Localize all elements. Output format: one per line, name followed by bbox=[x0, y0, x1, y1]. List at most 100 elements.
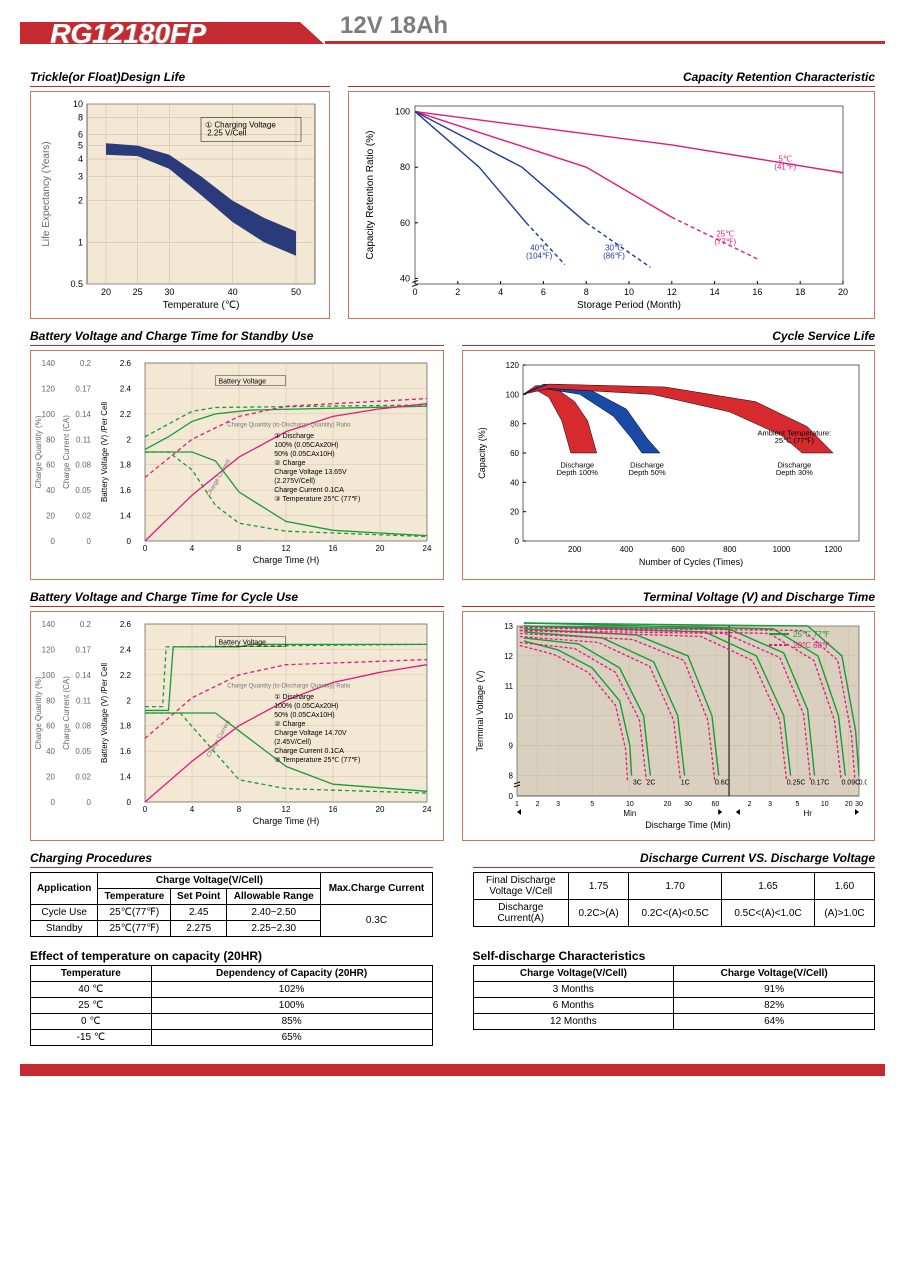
svg-text:1.8: 1.8 bbox=[120, 722, 132, 731]
svg-text:Storage Period (Month): Storage Period (Month) bbox=[577, 300, 681, 311]
svg-text:Battery Voltage (V) /Per Cell: Battery Voltage (V) /Per Cell bbox=[100, 402, 109, 502]
svg-text:2C: 2C bbox=[646, 780, 655, 787]
svg-text:0: 0 bbox=[514, 537, 519, 546]
svg-text:8: 8 bbox=[237, 805, 242, 814]
svg-text:0.14: 0.14 bbox=[75, 671, 91, 680]
td: 1.70 bbox=[629, 873, 722, 900]
svg-text:50: 50 bbox=[291, 287, 301, 297]
svg-text:40: 40 bbox=[46, 747, 55, 756]
svg-text:140: 140 bbox=[42, 359, 56, 368]
svg-text:Charge Voltage 14.70V: Charge Voltage 14.70V bbox=[274, 730, 347, 737]
svg-text:Capacity Retention Ratio (%): Capacity Retention Ratio (%) bbox=[365, 131, 376, 260]
svg-text:1.6: 1.6 bbox=[120, 486, 132, 495]
cycle-life-chart: 20040060080010001200020406080100120Disch… bbox=[462, 350, 876, 580]
svg-text:0.05: 0.05 bbox=[75, 747, 91, 756]
svg-text:8: 8 bbox=[584, 287, 589, 297]
td: 25 ℃ bbox=[31, 998, 152, 1014]
svg-text:5: 5 bbox=[590, 801, 594, 808]
svg-text:① Discharge: ① Discharge bbox=[274, 693, 314, 701]
td: 2.25~2.30 bbox=[226, 921, 320, 937]
svg-text:1000: 1000 bbox=[772, 545, 790, 554]
svg-text:400: 400 bbox=[619, 545, 633, 554]
svg-text:Life Expectancy (Years): Life Expectancy (Years) bbox=[41, 141, 52, 246]
svg-text:20℃ 68℉: 20℃ 68℉ bbox=[793, 641, 830, 650]
svg-text:Charge Time (H): Charge Time (H) bbox=[253, 555, 320, 565]
svg-text:20: 20 bbox=[844, 801, 852, 808]
svg-text:Hr: Hr bbox=[803, 809, 812, 818]
th: Charge Voltage(V/Cell) bbox=[473, 966, 674, 982]
svg-text:4: 4 bbox=[190, 544, 195, 553]
svg-text:14: 14 bbox=[710, 287, 720, 297]
svg-text:25: 25 bbox=[133, 287, 143, 297]
svg-text:6: 6 bbox=[541, 287, 546, 297]
svg-text:60: 60 bbox=[46, 722, 55, 731]
td: (A)>1.0C bbox=[814, 900, 874, 927]
rating: 12V 18Ah bbox=[340, 12, 448, 40]
td-max: 0.3C bbox=[321, 905, 432, 937]
svg-text:12: 12 bbox=[504, 652, 513, 661]
svg-text:Charge Quantity (to-Discharge: Charge Quantity (to-Discharge Quantity) … bbox=[227, 684, 351, 690]
svg-text:1.4: 1.4 bbox=[120, 512, 132, 521]
svg-text:Charge Current 0.1CA: Charge Current 0.1CA bbox=[274, 487, 344, 494]
svg-text:30: 30 bbox=[855, 801, 863, 808]
th: Charge Voltage(V/Cell) bbox=[674, 966, 875, 982]
td: 100% bbox=[151, 998, 432, 1014]
svg-text:Charge Current (CA): Charge Current (CA) bbox=[62, 676, 71, 750]
td: 40 ℃ bbox=[31, 982, 152, 998]
svg-text:2.4: 2.4 bbox=[120, 645, 132, 654]
svg-text:Discharge Time (Min): Discharge Time (Min) bbox=[645, 820, 731, 830]
svg-text:0: 0 bbox=[51, 798, 56, 807]
svg-text:Charge Quantity (to-Discharge: Charge Quantity (to-Discharge Quantity) … bbox=[227, 423, 351, 429]
svg-text:100: 100 bbox=[42, 410, 56, 419]
td: 91% bbox=[674, 982, 875, 998]
th-cv: Charge Voltage(V/Cell) bbox=[98, 873, 321, 889]
th: Temperature bbox=[31, 966, 152, 982]
svg-text:3C: 3C bbox=[632, 780, 641, 787]
svg-text:120: 120 bbox=[42, 384, 56, 393]
svg-text:4: 4 bbox=[498, 287, 503, 297]
td: 3 Months bbox=[473, 982, 674, 998]
td: 1.60 bbox=[814, 873, 874, 900]
svg-text:0.05: 0.05 bbox=[75, 486, 91, 495]
header-right-line bbox=[325, 41, 885, 44]
svg-text:0.02: 0.02 bbox=[75, 512, 91, 521]
svg-text:Charge Quantity (%): Charge Quantity (%) bbox=[35, 676, 43, 749]
svg-text:DischargeDepth 50%: DischargeDepth 50% bbox=[628, 461, 665, 478]
td: -15 ℃ bbox=[31, 1030, 152, 1046]
td: 102% bbox=[151, 982, 432, 998]
svg-text:0.2: 0.2 bbox=[80, 620, 92, 629]
svg-text:0.11: 0.11 bbox=[76, 435, 92, 444]
svg-text:30℃(86℉): 30℃(86℉) bbox=[603, 244, 625, 261]
discharge-iv-table: Final Discharge Voltage V/Cell 1.75 1.70… bbox=[473, 872, 876, 927]
svg-text:30: 30 bbox=[684, 801, 692, 808]
svg-text:2.2: 2.2 bbox=[120, 671, 132, 680]
td: 6 Months bbox=[473, 998, 674, 1014]
td: Discharge Current(A) bbox=[473, 900, 569, 927]
svg-text:13: 13 bbox=[504, 622, 513, 631]
svg-text:10: 10 bbox=[625, 801, 633, 808]
th-ar: Allowable Range bbox=[226, 889, 320, 905]
td: 2.45 bbox=[171, 905, 227, 921]
svg-text:1.6: 1.6 bbox=[120, 747, 132, 756]
svg-text:0: 0 bbox=[127, 537, 132, 546]
svg-text:0: 0 bbox=[51, 537, 56, 546]
svg-text:0.08: 0.08 bbox=[75, 722, 91, 731]
svg-text:1.8: 1.8 bbox=[120, 461, 132, 470]
svg-text:600: 600 bbox=[671, 545, 685, 554]
svg-text:2: 2 bbox=[127, 696, 132, 705]
svg-text:20: 20 bbox=[376, 544, 385, 553]
standby-title: Battery Voltage and Charge Time for Stan… bbox=[30, 329, 444, 343]
svg-text:2: 2 bbox=[127, 435, 132, 444]
svg-text:1: 1 bbox=[515, 801, 519, 808]
temp-cap-title: Effect of temperature on capacity (20HR) bbox=[30, 949, 433, 963]
svg-text:40: 40 bbox=[510, 478, 519, 487]
svg-text:24: 24 bbox=[423, 544, 432, 553]
svg-text:0.11: 0.11 bbox=[76, 696, 92, 705]
svg-text:100% (0.05CAx20H): 100% (0.05CAx20H) bbox=[274, 703, 338, 710]
td: 64% bbox=[674, 1014, 875, 1030]
svg-text:200: 200 bbox=[568, 545, 582, 554]
td: 85% bbox=[151, 1014, 432, 1030]
svg-text:60: 60 bbox=[711, 801, 719, 808]
svg-text:40: 40 bbox=[400, 273, 410, 283]
td: 2.275 bbox=[171, 921, 227, 937]
